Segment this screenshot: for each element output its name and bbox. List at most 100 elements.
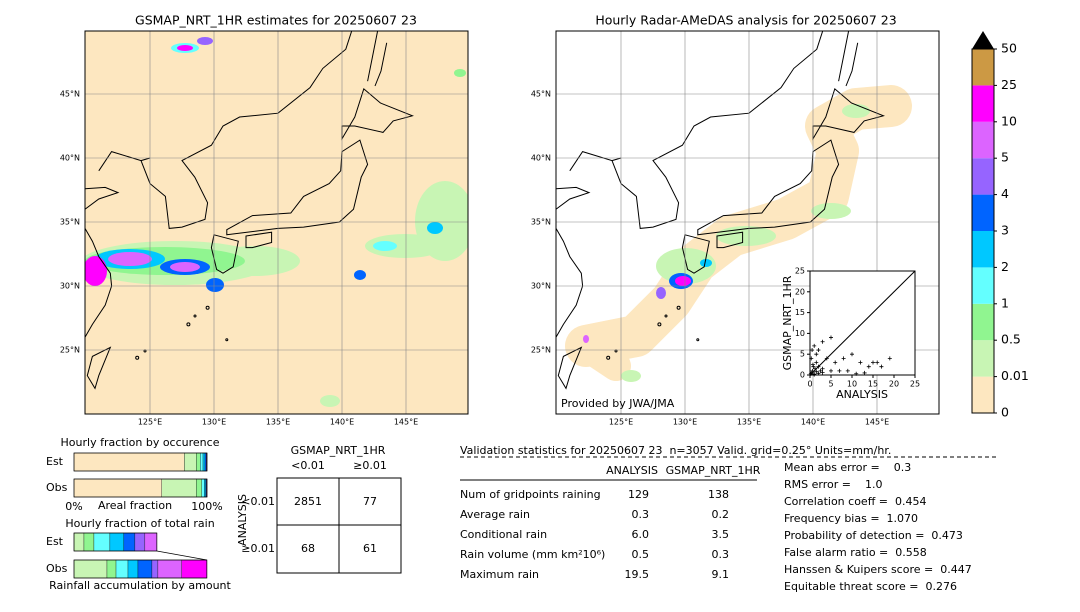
- colorbar-segment: [972, 194, 994, 231]
- bar-segment: [157, 559, 183, 579]
- bar-segment: [204, 452, 207, 472]
- credit: Provided by JWA/JMA: [561, 397, 675, 410]
- map-frame: [84, 30, 469, 415]
- bar-segment: [93, 532, 111, 552]
- bar-frame: [73, 478, 208, 498]
- stats-value: 3.5: [712, 528, 730, 541]
- table-cell: 2851: [294, 495, 322, 508]
- scatter-point: [810, 368, 815, 373]
- bar-segment: [204, 478, 206, 498]
- scatter-point: [810, 362, 815, 367]
- y-tick-label: 45°N: [531, 90, 551, 99]
- row-label: Num of gridpoints raining: [460, 488, 601, 501]
- stats-value: 0.2: [712, 508, 730, 521]
- bar-segment: [134, 532, 146, 552]
- col-label: ≥0.01: [353, 459, 387, 472]
- colorbar-segment: [972, 340, 994, 377]
- x-tick-label: 135°E: [737, 418, 761, 427]
- bar-segment: [106, 559, 117, 579]
- category-label: Est: [46, 535, 64, 548]
- colorbar-segment: [972, 303, 994, 341]
- axes-frame: [809, 270, 916, 376]
- table-cell: 61: [363, 542, 377, 555]
- bar-segment: [115, 559, 129, 579]
- x-tick-label: 135°E: [266, 418, 290, 427]
- x-tick-label: 20: [889, 380, 899, 389]
- row-label: ≥0.01: [241, 542, 275, 555]
- score: RMS error = 1.0: [784, 478, 882, 491]
- x-tick-label: 25: [910, 380, 920, 389]
- scatter-point: [829, 368, 833, 373]
- x-tick-label: 15: [868, 380, 878, 389]
- stats-header: ANALYSIS: [606, 464, 658, 477]
- y-tick-label: 30°N: [531, 282, 551, 291]
- colorbar-extend: [972, 31, 994, 49]
- y-tick-label: 45°N: [60, 90, 80, 99]
- bar-segment: [127, 559, 139, 579]
- map-frame: [555, 30, 940, 415]
- scatter-point: [813, 366, 818, 371]
- stats-value: 0.3: [632, 508, 650, 521]
- category-label: Obs: [46, 481, 68, 494]
- chart-title: Hourly fraction of total rain: [65, 517, 214, 530]
- stats-value: 0.5: [632, 548, 650, 561]
- map-title: GSMAP_NRT_1HR estimates for 20250607 23: [135, 13, 417, 28]
- bar-segment: [73, 452, 185, 472]
- score: Correlation coeff = 0.454: [784, 495, 926, 508]
- scatter-point: [858, 360, 863, 365]
- colorbar-label: 25: [1001, 77, 1017, 92]
- colorbar-segment: [972, 231, 994, 268]
- x-tick-label: 145°E: [865, 418, 889, 427]
- bar-frame: [73, 559, 208, 579]
- scatter-point: [841, 356, 846, 361]
- score: Mean abs error = 0.3: [784, 461, 911, 474]
- y-tick-label: 40°N: [531, 154, 551, 163]
- x-tick-label: 140°E: [330, 418, 354, 427]
- table-cell: 77: [363, 495, 377, 508]
- x-tick-label: 130°E: [673, 418, 697, 427]
- bar-segment: [144, 532, 158, 552]
- scatter-point: [816, 364, 821, 369]
- bar-segment: [196, 452, 201, 472]
- colorbar-label: 3: [1001, 223, 1009, 238]
- chart-title: Hourly fraction by occurence: [61, 436, 220, 449]
- col-label: <0.01: [291, 459, 325, 472]
- x-tick-label: 10: [847, 380, 857, 389]
- x-tick-label: 100%: [191, 500, 222, 513]
- scatter-point: [833, 360, 838, 365]
- table-title: GSMAP_NRT_1HR: [291, 444, 386, 457]
- row-label: Maximum rain: [460, 568, 539, 581]
- stats-table: Num of gridpoints raining 129 138 Average r…: [460, 461, 972, 593]
- scatter-point: [814, 369, 819, 374]
- y-tick-label: 15: [795, 308, 805, 317]
- colorbar-label: 0.5: [1001, 332, 1021, 347]
- x-axis-label: Areal fraction: [98, 499, 172, 512]
- bar-segment: [184, 452, 197, 472]
- colorbar-segment: [972, 376, 994, 413]
- scatter-point: [866, 364, 871, 369]
- row-title: ANALYSIS: [236, 494, 249, 546]
- y-tick-label: 25°N: [531, 346, 551, 355]
- bar-segment: [73, 478, 162, 498]
- category-label: Est: [46, 455, 64, 468]
- x-tick-label: 5: [828, 380, 833, 389]
- scatter-point: [845, 368, 850, 373]
- scatter-point: [820, 366, 825, 371]
- bar-segment: [123, 532, 136, 552]
- x-tick-label: 125°E: [609, 418, 633, 427]
- bar-frame: [73, 452, 208, 472]
- scatter-point: [850, 352, 854, 357]
- colorbar-segment: [972, 267, 994, 304]
- precip-field: [85, 37, 468, 407]
- bar-segment: [202, 452, 206, 472]
- bar-segment: [201, 478, 205, 498]
- y-tick-label: 0: [800, 371, 805, 380]
- scatter-point: [812, 372, 817, 377]
- colorbar-label: 0: [1001, 405, 1009, 420]
- map-background: [85, 31, 468, 414]
- stats-value: 19.5: [625, 568, 650, 581]
- stats-value: 6.0: [632, 528, 650, 541]
- x-tick-label: 125°E: [138, 418, 162, 427]
- y-tick-label: 40°N: [60, 154, 80, 163]
